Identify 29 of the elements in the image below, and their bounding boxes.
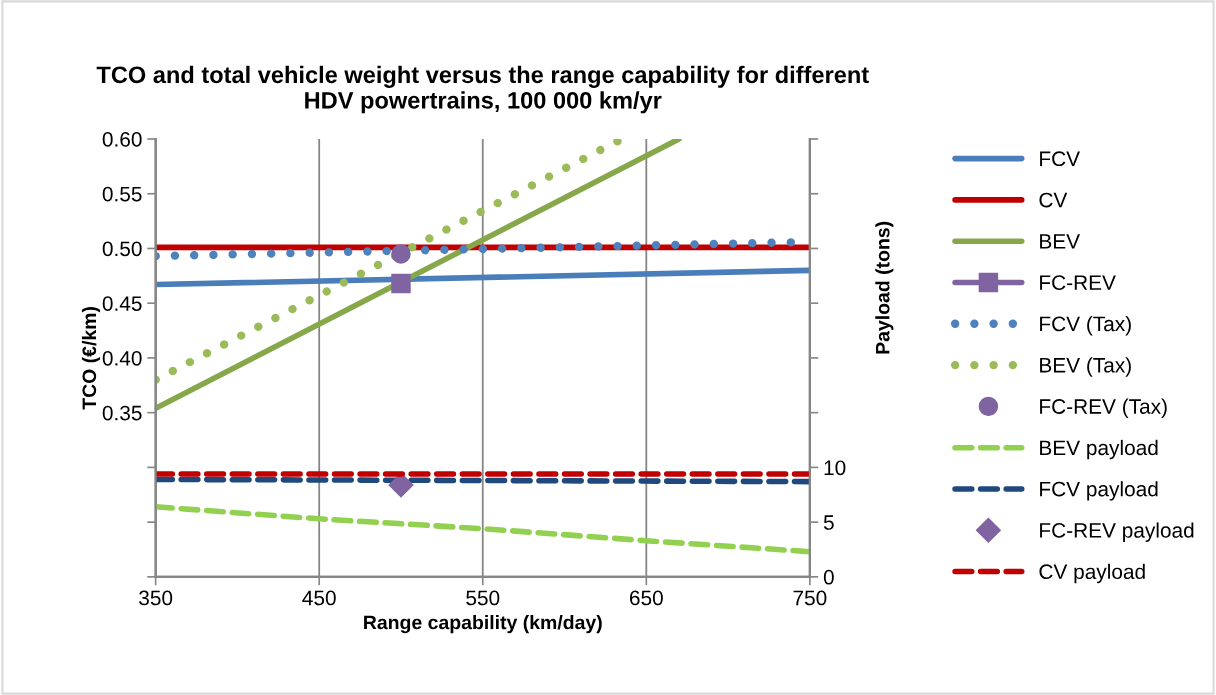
legend-label: FCV [1040, 151, 1080, 167]
legend-label: FC-REV [1040, 275, 1116, 290]
y-tick-label: 0.40 [102, 350, 142, 366]
legend-label: BEV [1040, 234, 1080, 249]
y2-tick-label: 5 [823, 515, 834, 530]
legend-label: FC-REV payload [1040, 522, 1194, 542]
y-tick-label: 0.35 [102, 405, 142, 421]
x-tick-label: 350 [139, 590, 173, 606]
legend-label: CV [1039, 192, 1068, 208]
x-tick-label: 450 [302, 590, 336, 606]
y-tick-label: 0.55 [102, 186, 142, 202]
y-tick-label: 0.45 [102, 296, 142, 311]
y2-tick-label: 0 [823, 569, 834, 585]
x-tick-label: 750 [793, 590, 827, 606]
legend-label: BEV (Tax) [1040, 357, 1131, 377]
x-axis-title: Range capability (km/day) [364, 615, 602, 634]
y-axis-title: TCO (€/km) [81, 307, 101, 410]
y-tick-label: 0.50 [102, 241, 142, 257]
legend-label: FCV payload [1040, 481, 1158, 501]
legend-label: CV payload [1039, 563, 1145, 584]
x-tick-label: 650 [629, 590, 663, 606]
y-tick-label: 0.60 [102, 132, 142, 147]
y2-tick-label: 10 [824, 460, 846, 476]
legend-label: BEV payload [1040, 439, 1158, 460]
legend-label: FC-REV (Tax) [1040, 398, 1167, 418]
chart-title: TCO and total vehicle weight versus the range capability for different HDV powertrains, 100 000 km/yr [96, 65, 869, 114]
legend-label: FCV (Tax) [1040, 315, 1131, 336]
y2-axis-title: Payload (tons) [875, 221, 894, 354]
x-tick-label: 550 [466, 590, 500, 606]
